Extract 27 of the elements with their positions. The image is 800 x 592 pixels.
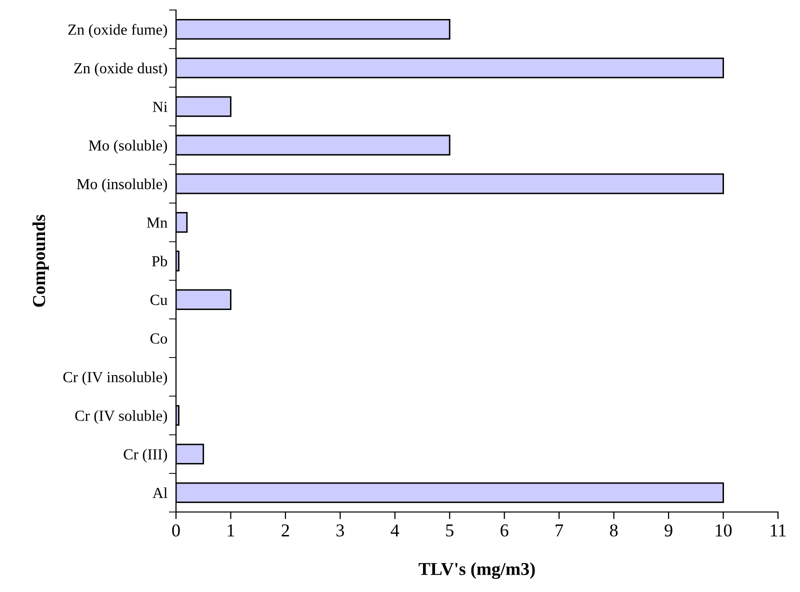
- y-tick-label: Zn (oxide dust): [74, 62, 167, 76]
- x-tick-label: 0: [172, 524, 180, 537]
- x-tick-label: 5: [446, 524, 454, 537]
- y-tick-label: Ni: [152, 102, 168, 112]
- x-tick-label: 8: [610, 524, 618, 537]
- x-tick-label: 4: [390, 524, 400, 536]
- y-tick-label: Mn: [146, 218, 168, 228]
- x-tick-label: 6: [500, 524, 508, 537]
- x-tick-label: 7: [556, 524, 564, 536]
- y-tick-label: Co: [150, 333, 168, 344]
- y-tick-label: Cr (IV soluble): [75, 410, 167, 424]
- y-tick-label: Cr (IV insoluble): [63, 372, 167, 386]
- x-tick-label: 2: [282, 524, 289, 536]
- y-tick-label: Cr (III): [124, 448, 167, 463]
- y-tick-label: Mo (soluble): [88, 140, 167, 154]
- y-tick-label: Cu: [150, 294, 168, 306]
- y-axis-title: Compounds: [32, 214, 49, 307]
- x-tick-label: 9: [664, 524, 672, 537]
- x-tick-label: 1: [228, 524, 234, 536]
- y-tick-label: Mo (insoluble): [76, 178, 167, 192]
- x-tick-label: 11: [770, 524, 786, 536]
- x-tick-label: 3: [336, 524, 344, 537]
- x-tick-label: 10: [716, 524, 732, 537]
- y-tick-label: Pb: [152, 256, 168, 266]
- y-tick-label: Al: [152, 487, 168, 498]
- x-axis-title: TLV's (mg/m3): [418, 562, 535, 579]
- y-tick-label: Zn (oxide fume): [68, 24, 167, 38]
